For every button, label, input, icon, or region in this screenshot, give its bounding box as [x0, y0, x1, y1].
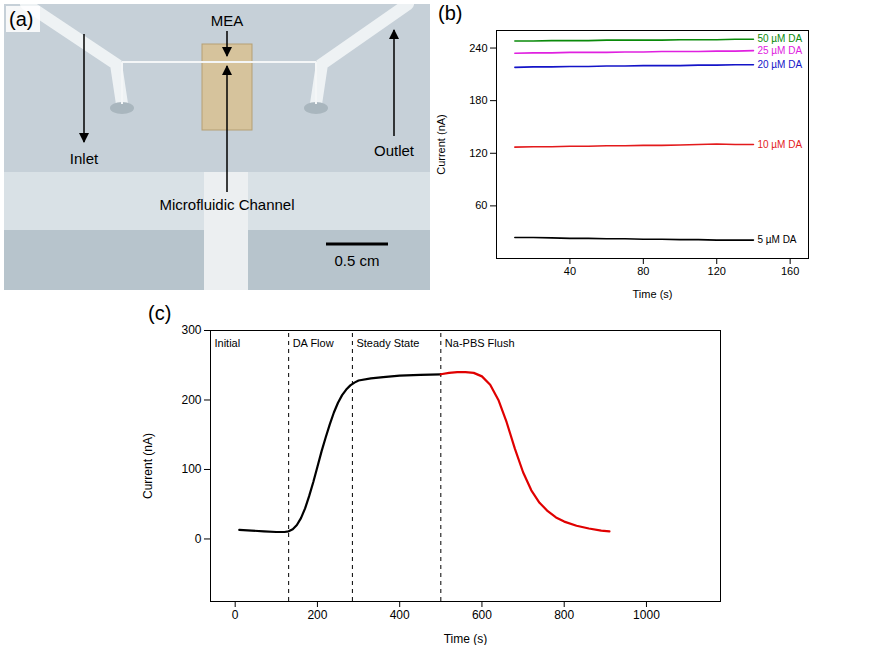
svg-text:60: 60: [475, 199, 487, 211]
svg-text:Na-PBS Flush: Na-PBS Flush: [445, 337, 515, 349]
svg-text:40: 40: [564, 265, 576, 277]
svg-text:240: 240: [469, 42, 487, 54]
svg-text:0.5 cm: 0.5 cm: [334, 252, 379, 269]
html-text:(b): (b): [438, 2, 463, 24]
svg-text:180: 180: [469, 94, 487, 106]
svg-text:0: 0: [232, 608, 239, 622]
svg-text:Outlet: Outlet: [374, 142, 415, 159]
svg-text:Initial: Initial: [215, 337, 241, 349]
svg-text:10 µM DA: 10 µM DA: [757, 139, 802, 150]
svg-text:DA Flow: DA Flow: [293, 337, 334, 349]
svg-text:Inlet: Inlet: [70, 150, 99, 167]
svg-text:800: 800: [554, 608, 574, 622]
svg-text:80: 80: [637, 265, 649, 277]
svg-text:25 µM DA: 25 µM DA: [757, 45, 802, 56]
svg-text:100: 100: [181, 462, 201, 476]
svg-text:50 µM DA: 50 µM DA: [757, 33, 802, 44]
svg-text:5 µM DA: 5 µM DA: [757, 234, 796, 245]
svg-text:Current (nA): Current (nA): [141, 433, 155, 499]
svg-text:120: 120: [708, 265, 726, 277]
svg-text:300: 300: [181, 323, 201, 337]
svg-text:MEA: MEA: [211, 12, 244, 29]
svg-text:600: 600: [472, 608, 492, 622]
svg-text:200: 200: [307, 608, 327, 622]
html-text:(c): (c): [148, 302, 172, 324]
svg-text:0: 0: [195, 532, 202, 546]
svg-text:20 µM DA: 20 µM DA: [757, 59, 802, 70]
svg-text:160: 160: [781, 265, 799, 277]
svg-text:(a): (a): [9, 8, 33, 30]
svg-text:200: 200: [181, 393, 201, 407]
svg-text:1000: 1000: [633, 608, 660, 622]
svg-text:Time (s): Time (s): [444, 632, 488, 646]
svg-text:Time (s): Time (s): [633, 288, 673, 300]
svg-text:Steady State: Steady State: [356, 337, 419, 349]
svg-text:Current (nA): Current (nA): [435, 114, 447, 175]
svg-text:400: 400: [390, 608, 410, 622]
svg-text:120: 120: [469, 147, 487, 159]
svg-text:Microfluidic Channel: Microfluidic Channel: [159, 196, 294, 213]
